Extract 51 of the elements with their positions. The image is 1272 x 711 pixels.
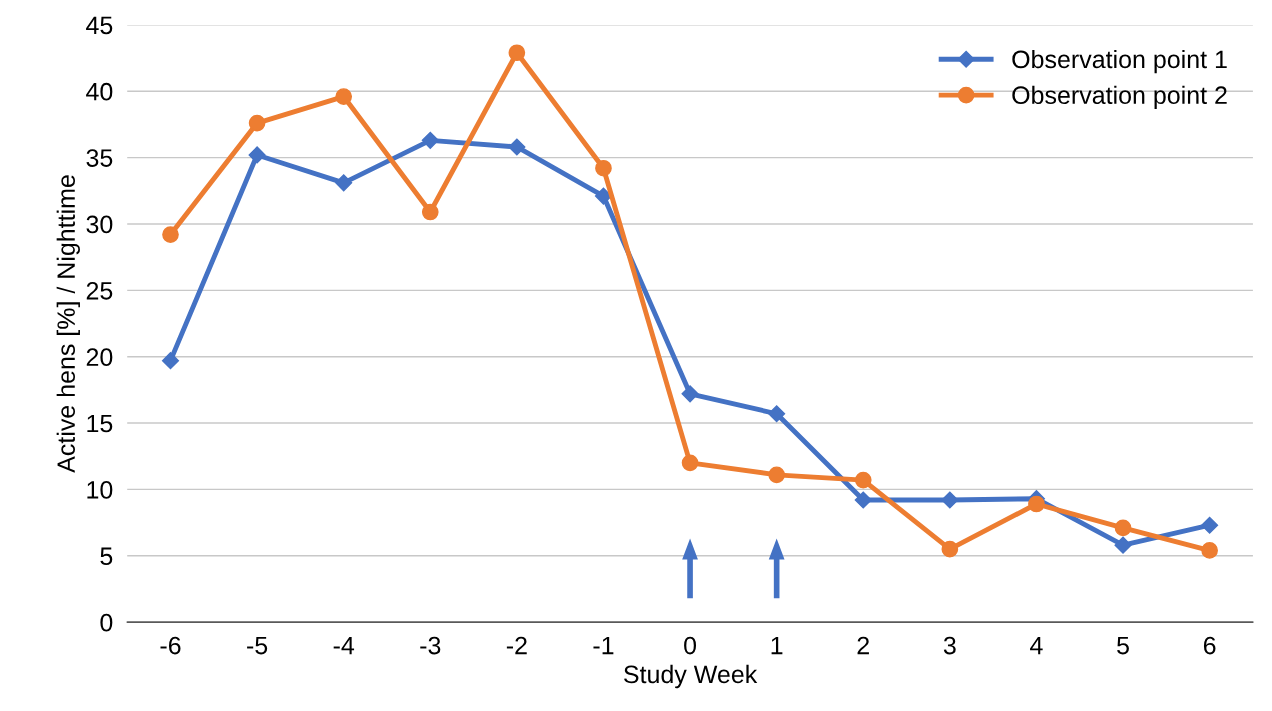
y-tick-label: 10 (87, 481, 113, 499)
y-tick-label: 0 (100, 613, 113, 632)
point (941, 491, 959, 509)
y-tick-label: 30 (86, 215, 113, 234)
legend-label: Observation point 1 (1012, 49, 1227, 74)
y-tick-label: 15 (87, 414, 113, 433)
point (335, 174, 353, 192)
point (1114, 519, 1132, 537)
y-tick-label: 35 (86, 149, 113, 167)
y-tick-label: 20 (86, 348, 113, 366)
point (768, 466, 785, 484)
y-tick-label: 25 (86, 281, 113, 300)
point (941, 540, 959, 558)
y-tick-label: 45 (86, 16, 113, 35)
x-tick-label: -6 (160, 636, 181, 655)
point (421, 203, 439, 221)
point (1201, 516, 1219, 534)
point (1114, 536, 1132, 554)
point (595, 159, 612, 177)
x-tick-label: 0 (684, 636, 697, 655)
point (508, 138, 526, 156)
x-tick-label: 1 (771, 636, 783, 655)
x-tick-label: 4 (1030, 636, 1043, 655)
x-tick-label: 6 (1203, 636, 1216, 655)
x-tick-label: -2 (506, 636, 527, 655)
point (768, 405, 786, 423)
x-tick-label: -3 (420, 636, 441, 655)
y-tick-label: 5 (100, 547, 113, 566)
point (335, 88, 353, 105)
y-tick-label: 40 (86, 82, 113, 101)
x-tick-label: -1 (593, 636, 614, 655)
x-axis-title: Study Week (624, 664, 758, 689)
point (854, 471, 872, 489)
x-tick-label: 3 (943, 636, 956, 655)
point (1028, 495, 1045, 513)
x-tick-label: 2 (857, 636, 869, 655)
point (248, 146, 266, 164)
x-tick-label: -4 (333, 636, 355, 655)
x-tick-label: -5 (247, 636, 268, 655)
point (1201, 542, 1218, 559)
point (162, 226, 179, 243)
point (248, 114, 266, 132)
y-axis-title: Active hens [%] / Nighttime (56, 175, 80, 473)
point (854, 491, 872, 509)
point (421, 131, 439, 149)
point (681, 385, 699, 403)
point (161, 352, 180, 370)
point (508, 44, 526, 62)
point (681, 454, 699, 472)
legend-label: Observation point 2 (1012, 85, 1227, 109)
x-tick-label: 5 (1117, 636, 1129, 655)
